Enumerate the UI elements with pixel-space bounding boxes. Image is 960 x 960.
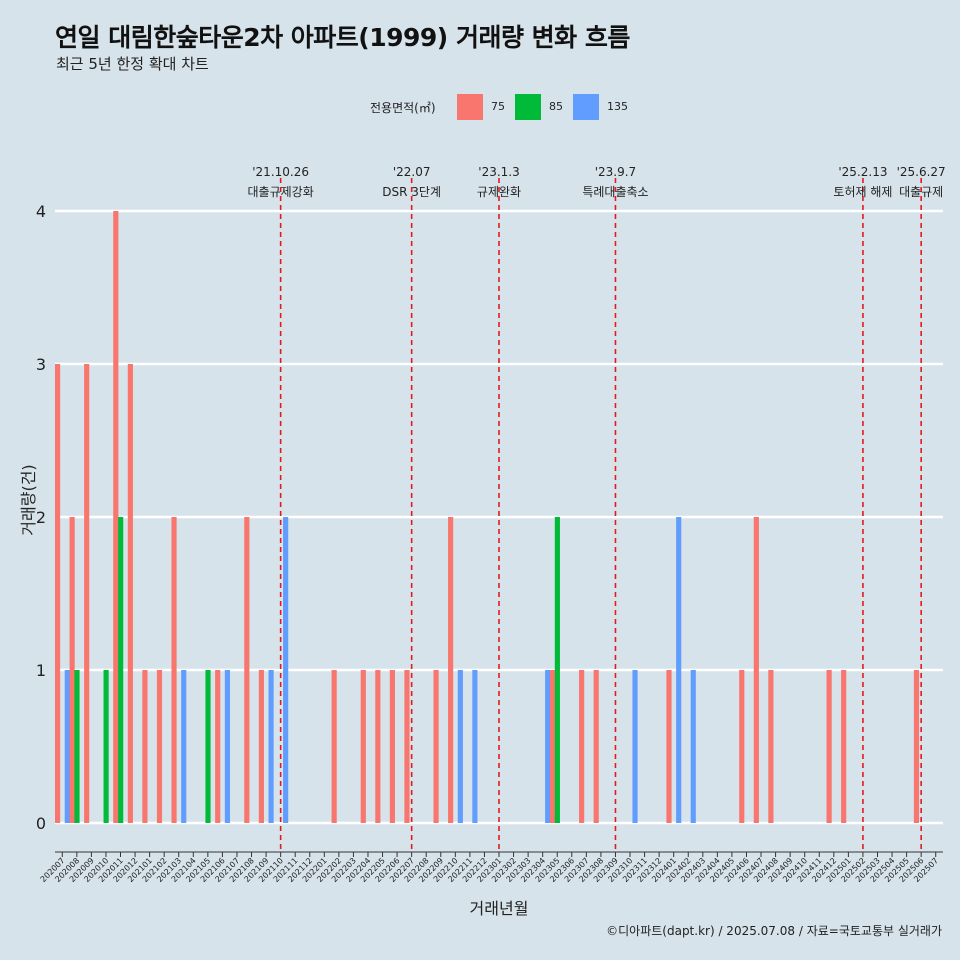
legend-swatch-85 <box>515 94 541 120</box>
bar-135-202106 <box>224 670 230 823</box>
bar-135-202210 <box>457 670 463 823</box>
bar-75-202501 <box>841 670 847 823</box>
event-label: DSR 3단계 <box>382 185 441 199</box>
event-date-label: '23.9.7 <box>595 165 636 179</box>
y-tick-label: 3 <box>36 355 46 374</box>
bar-75-202401 <box>666 670 672 823</box>
bar-135-202103 <box>181 670 187 823</box>
bar-75-202109 <box>258 670 264 823</box>
event-date-label: '25.2.13 <box>838 165 887 179</box>
bar-75-202108 <box>244 517 250 823</box>
event-label: 특례대출축소 <box>582 185 648 199</box>
bar-85-202011 <box>118 517 124 823</box>
event-date-label: '22.07 <box>393 165 431 179</box>
bar-75-202008 <box>69 517 75 823</box>
bar-135-202211 <box>472 670 478 823</box>
page-title: 연일 대림한숲타운2차 아파트(1999) 거래량 변화 흐름 <box>55 23 630 52</box>
bar-135-202401 <box>676 517 682 823</box>
legend-swatch-75 <box>457 94 483 120</box>
y-tick-label: 1 <box>36 661 46 680</box>
bar-75-202407 <box>753 517 759 823</box>
legend-label-85: 85 <box>549 100 563 113</box>
bar-75-202408 <box>768 670 774 823</box>
bar-75-202103 <box>171 517 177 823</box>
bar-75-202007 <box>55 364 61 823</box>
legend-title: 전용면적(㎡) <box>370 101 436 115</box>
bar-75-202204 <box>360 670 366 823</box>
bar-75-202009 <box>84 364 90 823</box>
bar-75-202308 <box>593 670 599 823</box>
bar-75-202210 <box>448 517 454 823</box>
bar-135-202402 <box>690 670 696 823</box>
bar-135-202110 <box>283 517 289 823</box>
bar-75-202205 <box>375 670 381 823</box>
page-subtitle: 최근 5년 한정 확대 차트 <box>56 55 209 73</box>
bar-85-202008 <box>74 670 80 823</box>
legend-label-135: 135 <box>607 100 628 113</box>
bar-75-202101 <box>142 670 148 823</box>
bar-75-202305 <box>549 670 556 823</box>
bar-75-202011 <box>113 211 119 823</box>
bar-135-202304 <box>545 670 551 823</box>
y-tick-label: 4 <box>36 202 46 221</box>
bar-75-202012 <box>127 364 133 823</box>
event-label: 규제완화 <box>477 185 521 199</box>
bar-75-202209 <box>433 670 439 823</box>
y-tick-label: 2 <box>36 508 46 527</box>
bar-135-202310 <box>632 670 638 823</box>
source-caption: ©디아파트(dapt.kr) / 2025.07.08 / 자료=국토교통부 실… <box>606 924 942 938</box>
bar-75-202207 <box>404 670 410 823</box>
bar-85-202305 <box>554 517 560 823</box>
y-axis-title: 거래량(건) <box>19 464 38 535</box>
legend-swatch-135 <box>573 94 599 120</box>
bar-135-202109 <box>268 670 274 823</box>
event-date-label: '21.10.26 <box>252 165 309 179</box>
bar-75-202206 <box>389 670 395 823</box>
event-date-label: '25.6.27 <box>897 165 946 179</box>
x-axis-title: 거래년월 <box>470 899 529 918</box>
bar-75-202412 <box>826 670 832 823</box>
event-label: 토허제 해제 <box>833 185 892 199</box>
bar-85-202010 <box>103 670 109 823</box>
bar-75-202102 <box>156 670 163 823</box>
bar-85-202105 <box>205 670 211 823</box>
event-label: 대출규제강화 <box>248 185 314 199</box>
event-label: 대출규제 <box>899 185 943 199</box>
bar-75-202307 <box>579 670 585 823</box>
legend-label-75: 75 <box>491 100 505 113</box>
event-date-label: '23.1.3 <box>478 165 519 179</box>
bar-75-202202 <box>331 670 337 823</box>
legend: 전용면적(㎡) 75 85 135 <box>0 92 960 122</box>
bar-75-202406 <box>739 670 745 823</box>
bar-75-202506 <box>913 670 920 823</box>
y-tick-label: 0 <box>36 814 46 833</box>
bar-135-202007 <box>64 670 70 823</box>
bar-75-202106 <box>215 670 221 823</box>
